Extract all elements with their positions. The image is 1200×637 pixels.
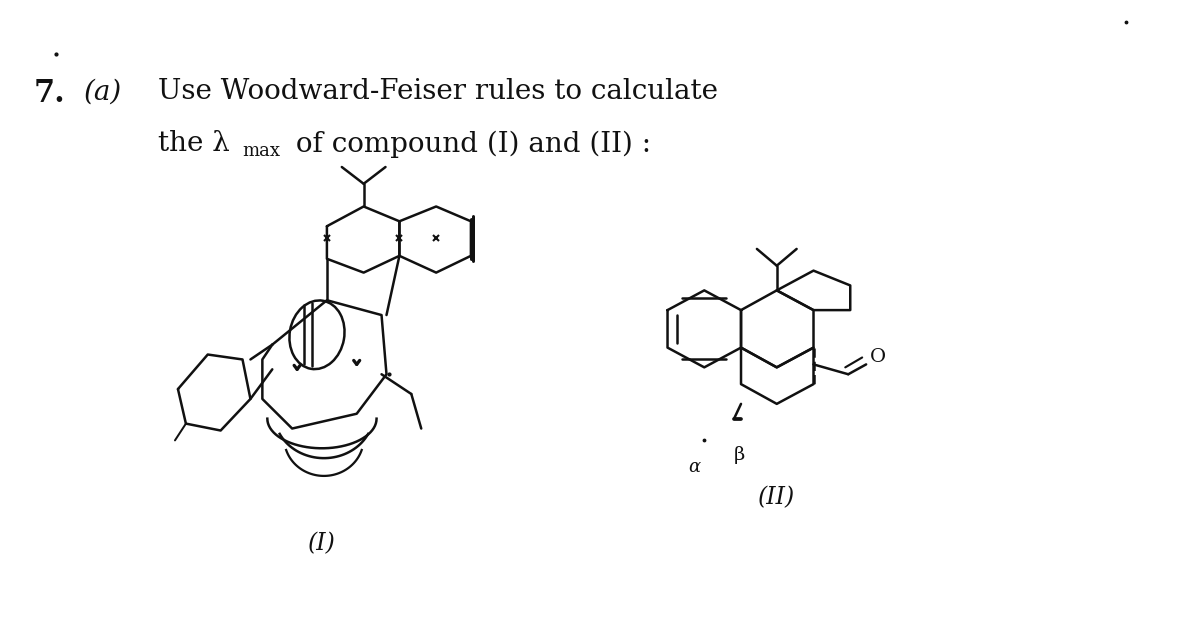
- Text: max: max: [242, 142, 281, 161]
- Text: (a): (a): [84, 78, 122, 105]
- Text: of compound (I) and (II) :: of compound (I) and (II) :: [287, 131, 652, 158]
- Text: O: O: [870, 348, 887, 366]
- Text: the λ: the λ: [158, 131, 230, 157]
- Text: 7.: 7.: [34, 78, 66, 109]
- Text: (II): (II): [758, 486, 796, 509]
- Text: (I): (I): [308, 532, 336, 555]
- Text: α: α: [689, 458, 701, 476]
- Text: Use Woodward-Feiser rules to calculate: Use Woodward-Feiser rules to calculate: [158, 78, 718, 105]
- Text: β: β: [733, 447, 745, 464]
